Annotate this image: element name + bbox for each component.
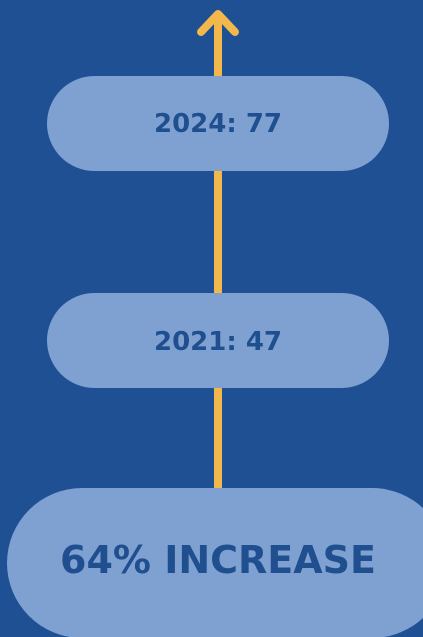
pill-increase: [7, 488, 423, 637]
pill-2024: [47, 76, 389, 171]
label-2021: 2021: 47: [154, 327, 282, 357]
pill-2021: [47, 293, 389, 388]
label-2024: 2024: 77: [154, 109, 282, 139]
label-increase: 64% INCREASE: [60, 538, 376, 582]
arrow-head: [197, 10, 239, 36]
